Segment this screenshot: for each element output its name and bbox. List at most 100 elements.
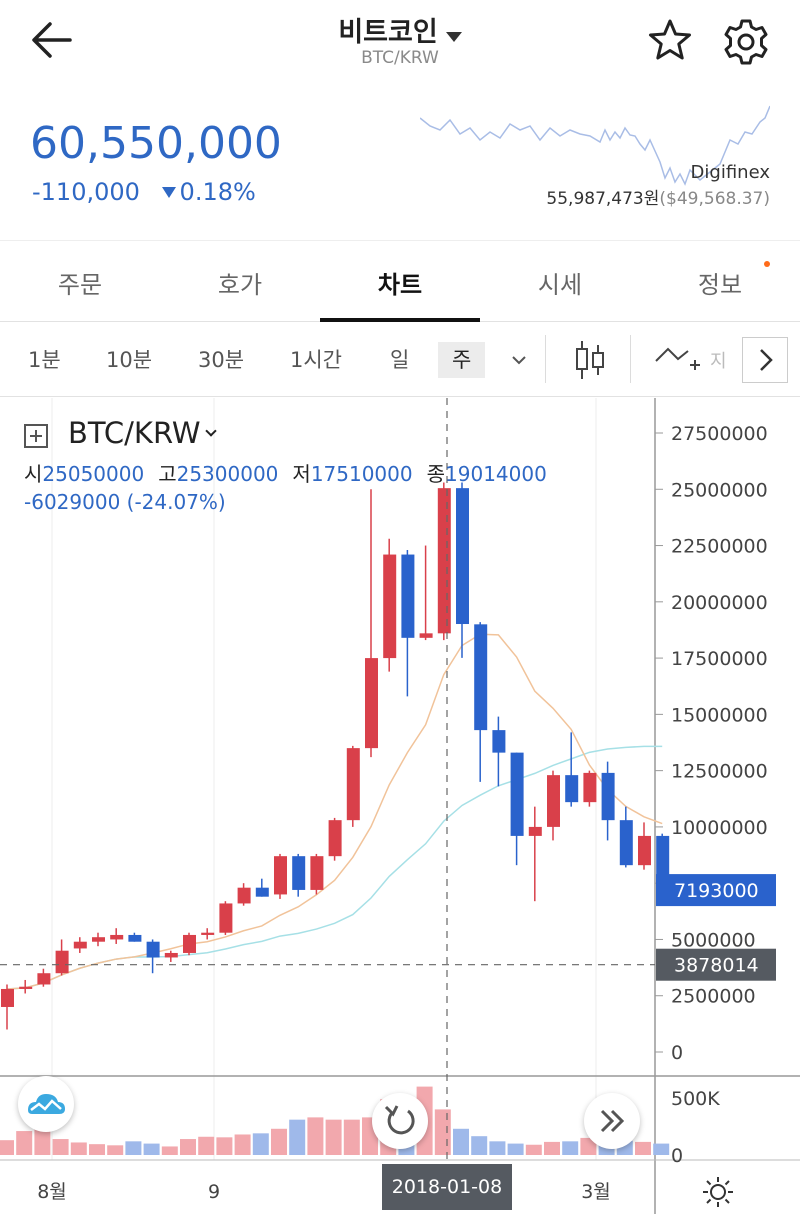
section-tabs: 주문 호가 차트 시세 정보 [0, 240, 800, 322]
candle-body [37, 973, 51, 985]
y-tick-label: 17500000 [671, 648, 768, 670]
coin-selector[interactable]: 비트코인 [0, 10, 800, 49]
candle-body [456, 488, 469, 625]
tab-order[interactable]: 주문 [57, 271, 103, 299]
candle-body [1, 988, 14, 1007]
close-label: 종 [426, 462, 446, 486]
caret-down-icon [445, 31, 462, 42]
brightness-button[interactable] [700, 1174, 736, 1210]
interval-more-button[interactable] [508, 349, 530, 371]
interval-day[interactable]: 일 [390, 348, 410, 372]
exchange-price-krw: 55,987,473원 [546, 189, 660, 209]
interval-30min[interactable]: 30분 [198, 348, 245, 372]
interval-1hour[interactable]: 1시간 [290, 348, 343, 372]
notification-dot [764, 261, 770, 267]
volume-bar [325, 1119, 342, 1155]
y-tick-label: 2500000 [671, 986, 756, 1008]
volume-bar [180, 1139, 196, 1155]
reset-chart-button[interactable] [372, 1093, 428, 1149]
sun-icon [703, 1177, 733, 1207]
candle-body [164, 952, 178, 958]
interval-week[interactable]: 주 [438, 342, 486, 378]
tab-chart[interactable]: 차트 [320, 241, 480, 322]
volume-bar [635, 1141, 651, 1155]
tab-market-price[interactable]: 시세 [537, 271, 583, 299]
low-value: 17510000 [310, 462, 413, 486]
y-tick-label: 25000000 [671, 479, 768, 501]
volume-bar [252, 1133, 269, 1155]
candle-body [547, 775, 560, 827]
volume-bar [580, 1137, 597, 1155]
volume-bar [307, 1117, 324, 1155]
chevron-down-icon [512, 356, 526, 365]
candle-body [638, 835, 651, 866]
candle-body [201, 932, 215, 935]
crosshair-price-label: 3878014 [674, 955, 759, 977]
y-tick-label: 20000000 [671, 592, 768, 614]
candle-body [73, 941, 87, 949]
candle-body [292, 856, 306, 890]
ma-fast-line [6, 633, 663, 990]
ma-slow-line [6, 745, 663, 990]
exchange-price-usd: ($49,568.37) [659, 189, 770, 209]
interval-1min[interactable]: 1분 [28, 348, 61, 372]
chart-symbol[interactable]: BTC/KRW [68, 416, 217, 450]
candle-body [346, 748, 360, 821]
settings-button[interactable] [720, 16, 772, 68]
candle-body [274, 856, 287, 895]
ohlc-legend: 시25050000 고25300000 저17510000 종19014000 [24, 458, 561, 487]
indicator-label: 지 [710, 351, 727, 372]
chart-style-button[interactable] [18, 1076, 74, 1132]
interval-10min[interactable]: 10분 [106, 348, 153, 372]
volume-bar [16, 1131, 33, 1155]
cloud-chart-icon [28, 1094, 65, 1114]
tab-orderbook[interactable]: 호가 [217, 271, 263, 299]
divider [630, 335, 631, 383]
jump-latest-button[interactable] [584, 1093, 640, 1149]
favorite-button[interactable] [646, 16, 694, 64]
add-indicator-button[interactable]: 지 [654, 339, 727, 383]
volume-bar [525, 1144, 542, 1155]
high-label: 고 [158, 462, 177, 486]
candle-body [419, 633, 433, 638]
volume-bar [125, 1141, 142, 1155]
close-value: 19014000 [445, 462, 547, 486]
y-tick-label: 27500000 [671, 423, 768, 445]
high-value: 25300000 [176, 462, 279, 486]
volume-bar [0, 1140, 14, 1155]
candle-body [255, 887, 269, 897]
candle-body [128, 934, 142, 942]
chart-type-button[interactable] [572, 339, 608, 381]
candle-body [19, 986, 33, 989]
candle-body [146, 941, 160, 958]
exchange-price: 55,987,473원($49,568.37) [546, 184, 770, 209]
scroll-right-button[interactable] [742, 337, 788, 383]
candle-body [583, 772, 597, 803]
refresh-icon [384, 1105, 415, 1135]
volume-bar [234, 1134, 251, 1155]
y-tick-label: 5000000 [671, 929, 756, 951]
candle-body [310, 856, 324, 890]
top-bar: 비트코인 BTC/KRW [0, 0, 800, 86]
change-amount: -110,000 [32, 178, 140, 206]
candle-body [528, 826, 542, 836]
candle-body [401, 554, 415, 638]
candle-body [565, 775, 579, 803]
divider [545, 335, 546, 383]
expand-legend-button[interactable] [24, 424, 48, 448]
candle-body [619, 820, 633, 866]
candle-body [237, 887, 251, 904]
indicator-add-icon [655, 347, 700, 370]
x-tick-label: 8월 [37, 1181, 67, 1203]
tab-info[interactable]: 정보 [640, 241, 800, 321]
back-button[interactable] [28, 18, 80, 62]
price-chart[interactable]: 2750000025000000225000002000000017500000… [0, 398, 800, 1214]
candle-body [437, 488, 451, 634]
sparkline-chart [420, 105, 770, 186]
triangle-down-icon [161, 187, 176, 198]
volume-bar [89, 1144, 105, 1155]
candle-body [510, 752, 524, 836]
chart-symbol-label: BTC/KRW [68, 416, 201, 450]
volume-bar [289, 1119, 306, 1155]
